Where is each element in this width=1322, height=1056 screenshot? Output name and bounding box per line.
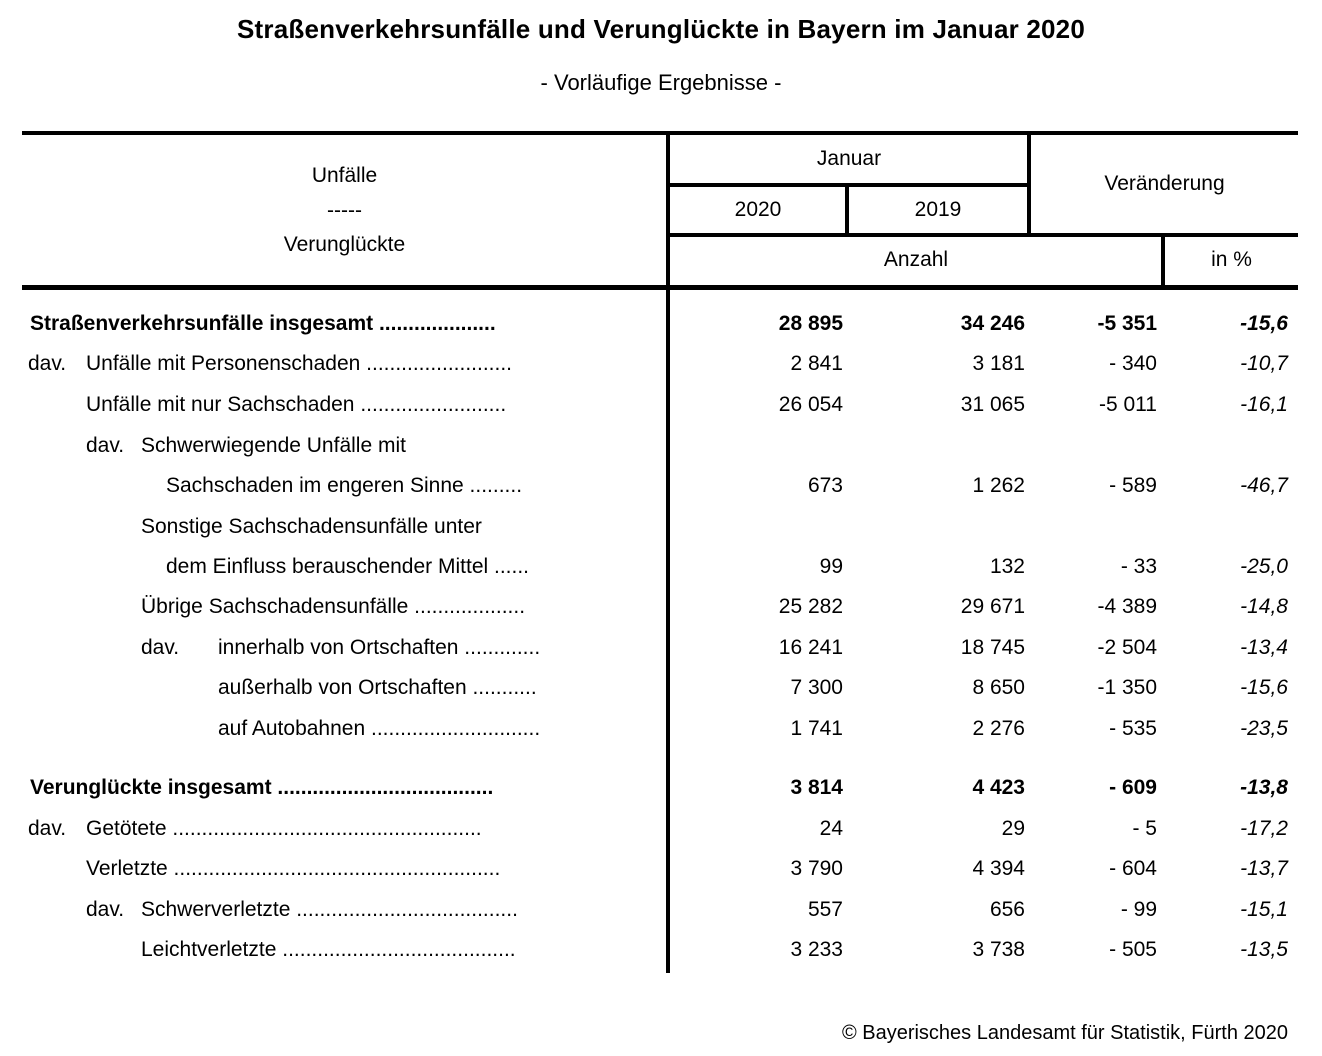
value-percent: -15,6: [1240, 676, 1288, 699]
header-row-label-line2: -----: [327, 199, 362, 222]
row-prefix: dav.: [86, 898, 125, 921]
value-2019: 34 246: [960, 312, 1025, 335]
value-diff: - 99: [1120, 898, 1157, 921]
value-2019: 18 745: [960, 636, 1025, 659]
value-2020: 3 790: [790, 857, 843, 880]
row-prefix: dav.: [86, 434, 125, 457]
value-2019: 4 394: [972, 857, 1025, 880]
row-label: Leichtverletzte ........................…: [141, 938, 516, 961]
value-percent: -13,5: [1240, 938, 1288, 961]
value-diff: -4 389: [1097, 595, 1157, 618]
row-label: Verunglückte insgesamt .................…: [30, 776, 494, 799]
value-2020: 99: [819, 555, 843, 578]
row-label: Übrige Sachschadensunfälle .............…: [141, 595, 526, 618]
value-diff: - 505: [1109, 938, 1157, 961]
value-2020: 673: [807, 474, 843, 497]
row-label: Verletzte ..............................…: [86, 857, 501, 880]
percent-vertical-divider: [1161, 233, 1165, 290]
row-prefix: dav.: [141, 636, 180, 659]
row-label: Sachschaden im engeren Sinne .........: [166, 474, 523, 497]
value-2020: 557: [807, 898, 843, 921]
value-diff: - 5: [1132, 817, 1157, 840]
value-diff: -5 011: [1099, 393, 1157, 416]
value-diff: -2 504: [1097, 636, 1157, 659]
value-diff: -1 350: [1097, 676, 1157, 699]
page-title: Straßenverkehrsunfälle und Verunglückte …: [237, 14, 1085, 44]
value-2020: 24: [819, 817, 843, 840]
header-years-underline: [667, 233, 1298, 237]
row-label: Getötete ...............................…: [86, 817, 482, 840]
years-vertical-divider: [845, 183, 849, 237]
value-diff: - 604: [1109, 857, 1157, 880]
value-2019: 29 671: [960, 595, 1025, 618]
page-subtitle: - Vorläufige Ergebnisse -: [540, 70, 782, 95]
value-diff: - 33: [1120, 555, 1157, 578]
row-label: Unfälle mit Personenschaden ............…: [86, 352, 513, 375]
value-percent: -15,1: [1240, 898, 1288, 921]
value-percent: -16,1: [1240, 393, 1288, 416]
value-2020: 26 054: [778, 393, 843, 416]
value-2020: 1 741: [790, 717, 843, 740]
value-2020: 25 282: [778, 595, 843, 618]
value-2020: 7 300: [790, 676, 843, 699]
header-year-2019: 2019: [914, 198, 962, 221]
value-percent: -46,7: [1240, 474, 1288, 497]
value-2020: 28 895: [778, 312, 843, 335]
row-label: Unfälle mit nur Sachschaden ............…: [86, 393, 507, 416]
value-2019: 4 423: [972, 776, 1025, 799]
row-label: auf Autobahnen .........................…: [218, 717, 541, 740]
value-2019: 1 262: [972, 474, 1025, 497]
copyright-note: © Bayerisches Landesamt für Statistik, F…: [841, 1022, 1288, 1044]
row-label: dem Einfluss berauschender Mittel ......: [166, 555, 529, 578]
row-prefix: dav.: [28, 352, 67, 375]
value-2020: 3 814: [790, 776, 843, 799]
header-change-label: Veränderung: [1104, 172, 1225, 195]
value-percent: -15,6: [1240, 312, 1288, 335]
header-row-label-line1: Unfälle: [311, 164, 378, 187]
value-percent: -13,7: [1240, 857, 1288, 880]
value-2020: 3 233: [790, 938, 843, 961]
row-label: Schwerverletzte ........................…: [141, 898, 518, 921]
value-percent: -13,4: [1240, 636, 1288, 659]
row-label: außerhalb von Ortschaften ...........: [218, 676, 537, 699]
value-2020: 16 241: [778, 636, 843, 659]
value-diff: - 609: [1109, 776, 1157, 799]
januar-right-border: [1027, 131, 1031, 237]
table-top-rule: [22, 131, 1298, 135]
main-vertical-divider: [666, 131, 670, 973]
value-2019: 656: [989, 898, 1025, 921]
row-prefix: dav.: [28, 817, 67, 840]
header-percent-label: in %: [1211, 248, 1252, 271]
value-percent: -13,8: [1240, 776, 1288, 799]
row-label: Straßenverkehrsunfälle insgesamt .......…: [30, 312, 496, 335]
row-label: Sonstige Sachschadensunfälle unter: [141, 515, 482, 538]
value-2020: 2 841: [790, 352, 843, 375]
value-2019: 3 738: [972, 938, 1025, 961]
value-2019: 132: [989, 555, 1025, 578]
value-diff: - 589: [1109, 474, 1157, 497]
header-row-label-line3: Verunglückte: [283, 233, 406, 256]
value-diff: - 340: [1109, 352, 1157, 375]
header-year-2020: 2020: [734, 198, 782, 221]
header-bottom-rule: [22, 285, 1298, 290]
value-diff: -5 351: [1097, 312, 1157, 335]
value-percent: -25,0: [1240, 555, 1288, 578]
header-month-group: Januar: [816, 147, 882, 170]
value-percent: -17,2: [1240, 817, 1288, 840]
value-percent: -10,7: [1240, 352, 1288, 375]
value-percent: -23,5: [1240, 717, 1288, 740]
value-2019: 31 065: [960, 393, 1025, 416]
value-2019: 3 181: [972, 352, 1025, 375]
value-2019: 8 650: [972, 676, 1025, 699]
header-count-label: Anzahl: [883, 248, 949, 271]
value-2019: 2 276: [972, 717, 1025, 740]
value-percent: -14,8: [1240, 595, 1288, 618]
row-label: Schwerwiegende Unfälle mit: [141, 434, 406, 457]
value-2019: 29: [1001, 817, 1025, 840]
value-diff: - 535: [1109, 717, 1157, 740]
row-label: innerhalb von Ortschaften .............: [218, 636, 541, 659]
